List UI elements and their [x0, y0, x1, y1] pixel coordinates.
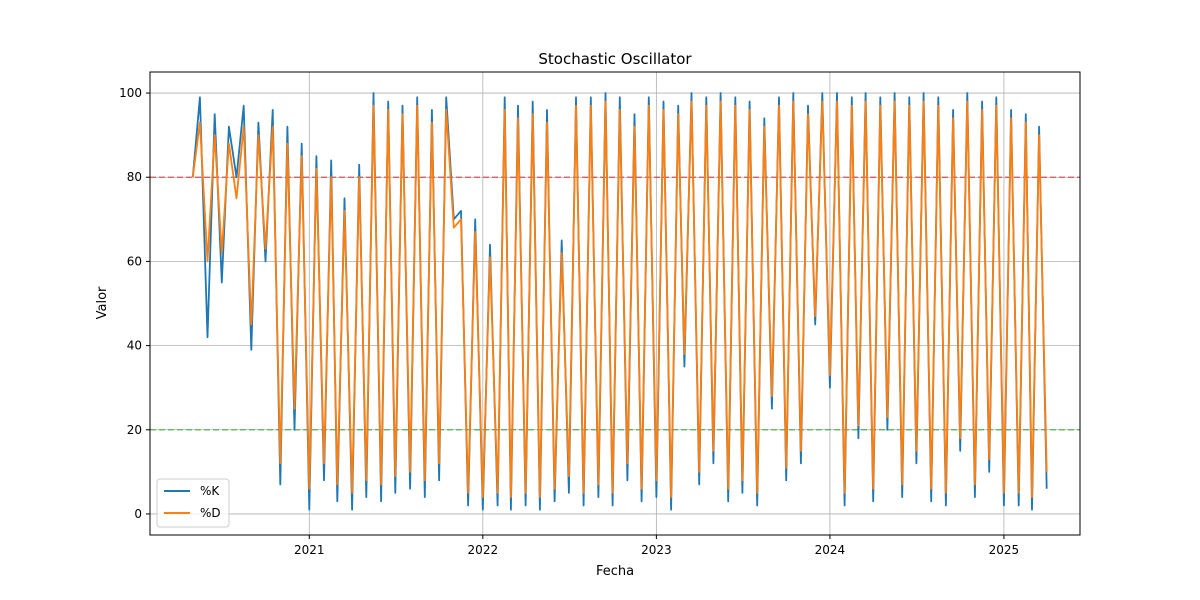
x-tick-label: 2025	[989, 543, 1020, 557]
x-tick-label: 2022	[468, 543, 499, 557]
y-tick-label: 0	[134, 507, 142, 521]
y-tick-label: 80	[127, 170, 142, 184]
y-tick-label: 20	[127, 423, 142, 437]
x-tick-label: 2021	[294, 543, 325, 557]
x-tick-label: 2024	[815, 543, 846, 557]
series-line-d	[191, 100, 1048, 499]
legend-label-k: %K	[200, 484, 220, 498]
chart-title: Stochastic Oscillator	[538, 50, 692, 68]
y-tick-label: 60	[127, 254, 142, 268]
y-axis-title: Valor	[95, 286, 110, 319]
y-axis-ticks: 0 20 40 60 80 100	[119, 86, 150, 521]
series-layer	[191, 92, 1048, 511]
plot-area	[150, 72, 1080, 535]
plot-frame	[149, 71, 1081, 536]
x-tick-label: 2023	[641, 543, 672, 557]
legend-label-d: %D	[200, 506, 221, 520]
x-axis-title: Fecha	[596, 564, 634, 579]
y-tick-label: 40	[127, 339, 142, 353]
x-axis-ticks: 2021 2022 2023 2024 2025	[294, 535, 1019, 557]
legend: %K %D	[156, 478, 230, 528]
y-tick-label: 100	[119, 86, 142, 100]
